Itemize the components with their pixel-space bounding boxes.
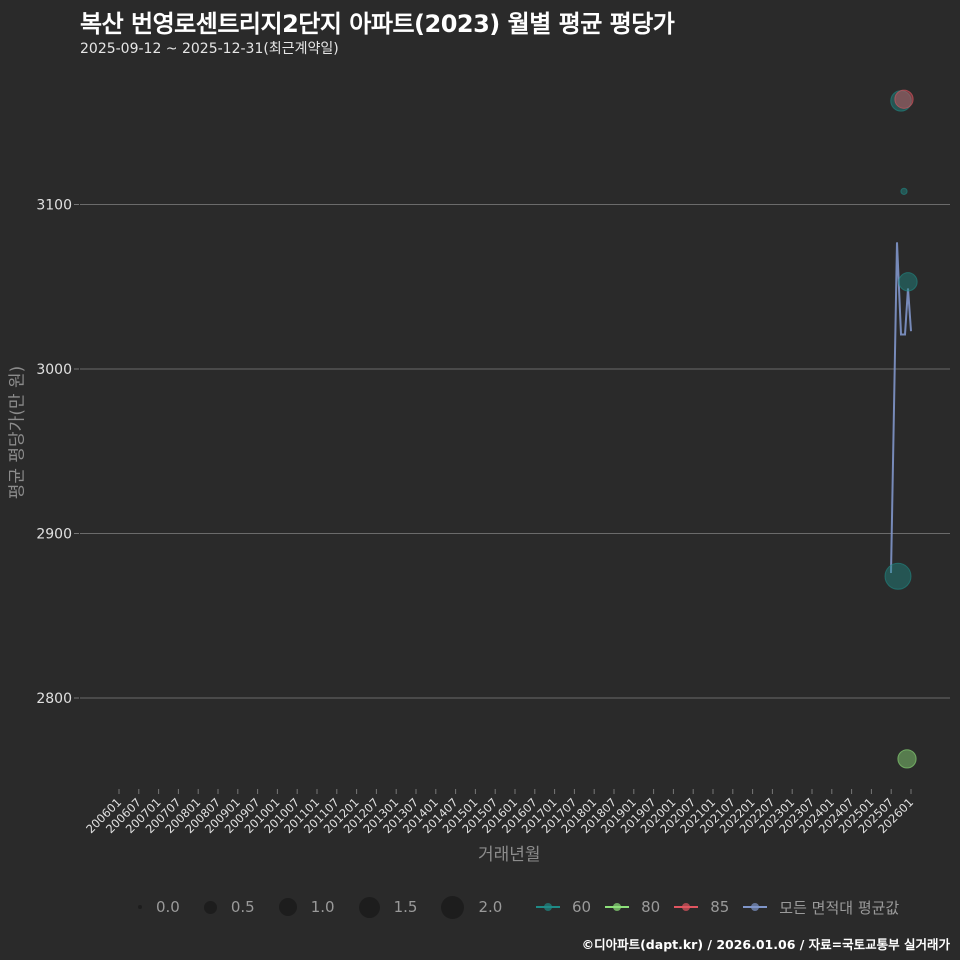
size-legend-item: 1.0 <box>278 898 345 916</box>
legend-line-point-icon <box>536 899 560 915</box>
y-axis-label: 평균 평당가(만 원) <box>7 365 28 500</box>
y-tick-label: 2800 <box>36 691 72 707</box>
size-legend-label: 1.0 <box>310 898 335 916</box>
point-85 <box>894 89 914 109</box>
color-legend-item: 85 <box>674 898 729 916</box>
x-axis-ticks: 2006012006072007012007072008012008072009… <box>83 789 916 836</box>
y-tick-label: 2900 <box>36 527 72 543</box>
size-dot-icon <box>358 896 380 918</box>
size-dot-icon <box>278 898 297 916</box>
y-axis-ticks: 3100 3000 2900 2800 <box>36 198 79 707</box>
point-60 <box>884 562 912 590</box>
point-80 <box>897 749 917 769</box>
size-legend: 0.0 0.5 1.0 1.5 2.0 <box>138 895 526 919</box>
size-legend-item: 0.5 <box>203 898 265 916</box>
y-tick-label: 3100 <box>36 198 72 214</box>
y-tick-label: 3000 <box>36 362 72 378</box>
size-legend-item: 0.0 <box>138 898 190 916</box>
gridlines <box>80 204 950 699</box>
average-line <box>890 242 912 573</box>
legend-line-point-icon <box>743 899 768 915</box>
color-legend: 60 80 85 모든 면적대 평균값 <box>536 896 913 918</box>
chart-subtitle: 2025-09-12 ~ 2025-12-31(최근계약일) <box>80 41 339 57</box>
size-legend-label: 1.5 <box>393 898 418 916</box>
color-legend-item: 모든 면적대 평균값 <box>743 897 899 918</box>
chart-title: 복산 번영로센트리지2단지 아파트(2023) 월별 평균 평당가 <box>80 10 675 38</box>
color-legend-label: 60 <box>572 898 592 916</box>
point-60 <box>898 272 918 292</box>
color-legend-label: 85 <box>710 898 730 916</box>
x-axis-label: 거래년월 <box>478 845 541 865</box>
size-legend-label: 2.0 <box>478 898 503 916</box>
size-dot-icon <box>138 905 142 909</box>
color-legend-item: 80 <box>605 898 660 916</box>
source-footer: ©디아파트(dapt.kr) / 2026.01.06 / 자료=국토교통부 실… <box>581 937 950 952</box>
size-legend-label: 0.5 <box>230 898 255 916</box>
color-legend-label: 모든 면적대 평균값 <box>779 898 900 917</box>
color-legend-item: 60 <box>536 898 591 916</box>
point-60 <box>900 187 908 195</box>
size-dot-icon <box>203 900 217 914</box>
size-legend-item: 1.5 <box>358 896 428 918</box>
color-legend-label: 80 <box>641 898 661 916</box>
legend-line-point-icon <box>605 899 630 915</box>
size-legend-item: 2.0 <box>441 895 512 919</box>
legend-line-point-icon <box>674 899 699 915</box>
data-series <box>884 89 918 769</box>
size-legend-label: 0.0 <box>156 898 180 916</box>
size-dot-icon <box>441 895 465 919</box>
